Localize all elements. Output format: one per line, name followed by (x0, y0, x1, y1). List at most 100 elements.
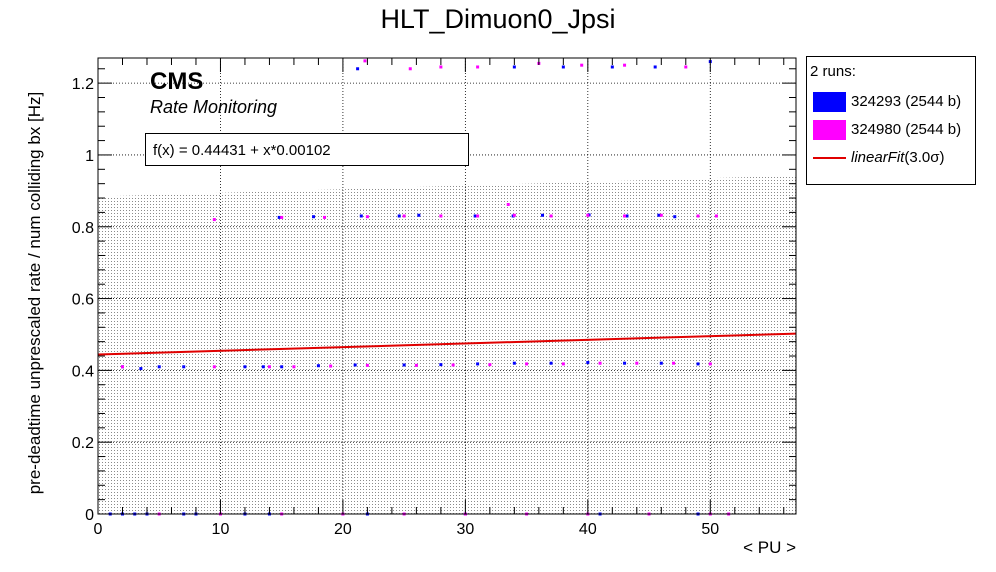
data-point-series-2 (714, 214, 718, 218)
data-point-series-1 (397, 214, 401, 218)
legend-swatch-run1 (813, 92, 846, 112)
x-tick-label: 50 (701, 521, 719, 538)
data-point-series-2 (212, 365, 216, 369)
data-point-series-2 (267, 365, 271, 369)
x-tick-label: 40 (579, 521, 597, 538)
data-point-series-2 (561, 362, 565, 366)
legend-label-run2: 324980 (2544 b) (851, 121, 962, 138)
data-point-series-1 (696, 362, 700, 366)
data-point-series-2 (623, 214, 627, 218)
legend: 2 runs: 324293 (2544 b) 324980 (2544 b) … (806, 56, 976, 185)
data-point-series-2 (292, 365, 296, 369)
plot-frame (97, 57, 797, 515)
data-point-series-2 (684, 65, 688, 69)
data-point-series-2 (623, 63, 627, 67)
x-axis-label: < PU > (743, 538, 796, 557)
data-point-series-1 (657, 213, 661, 217)
data-point-series-2 (120, 365, 124, 369)
data-point-series-2 (512, 213, 516, 217)
legend-item-fit: linearFit(3.0σ) (811, 145, 971, 171)
data-point-series-1 (512, 65, 516, 69)
data-point-series-1 (261, 365, 265, 369)
data-point-series-1 (625, 214, 629, 218)
fit-formula-box: f(x) = 0.44431 + x*0.00102 (145, 133, 469, 166)
data-point-series-2 (476, 65, 480, 69)
cms-label: CMS (150, 68, 204, 95)
data-point-series-1 (586, 360, 590, 364)
legend-header: 2 runs: (810, 63, 856, 80)
y-tick-label: 1.2 (72, 76, 94, 93)
data-point-series-1 (402, 363, 406, 367)
data-point-series-1 (512, 361, 516, 365)
data-point-series-1 (610, 65, 614, 69)
data-point-series-2 (402, 214, 406, 218)
data-point-series-1 (280, 365, 284, 369)
data-point-series-2 (598, 361, 602, 365)
data-point-series-1 (439, 363, 443, 367)
data-point-series-1 (476, 362, 480, 366)
data-point-series-2 (365, 215, 369, 219)
data-point-series-1 (561, 65, 565, 69)
data-point-series-1 (473, 214, 477, 218)
legend-item-run2: 324980 (2544 b) (811, 117, 971, 143)
data-point-series-1 (182, 365, 186, 369)
data-point-series-1 (359, 214, 363, 218)
data-point-series-2 (439, 214, 443, 218)
data-point-series-1 (623, 361, 627, 365)
legend-label-run1: 324293 (2544 b) (851, 93, 962, 110)
data-point-series-2 (329, 364, 333, 368)
data-point-series-2 (408, 67, 412, 71)
data-point-series-1 (549, 361, 553, 365)
data-point-series-1 (312, 215, 316, 219)
y-tick-label: 0.4 (72, 363, 94, 380)
data-point-series-2 (525, 362, 529, 366)
data-point-series-2 (280, 215, 284, 219)
x-tick-label: 20 (334, 521, 352, 538)
y-tick-label: 0.8 (72, 220, 94, 237)
data-point-series-2 (451, 363, 455, 367)
data-point-series-2 (414, 363, 418, 367)
legend-item-run1: 324293 (2544 b) (811, 89, 971, 115)
data-point-series-2 (580, 63, 584, 67)
data-point-series-2 (212, 218, 216, 222)
data-point-series-1 (653, 65, 657, 69)
data-point-series-2 (708, 362, 712, 366)
data-point-series-1 (659, 361, 663, 365)
rate-monitoring-label: Rate Monitoring (150, 97, 278, 117)
data-point-series-2 (323, 215, 327, 219)
x-tick-label: 10 (212, 521, 230, 538)
legend-swatch-run2 (813, 120, 846, 140)
fit-formula-text: f(x) = 0.44431 + x*0.00102 (153, 142, 331, 159)
fit-line (97, 332, 797, 356)
y-tick-label: 0.2 (72, 435, 94, 452)
data-point-series-1 (157, 365, 161, 369)
data-point-series-2 (586, 213, 590, 217)
data-point-series-2 (506, 202, 510, 206)
y-tick-label: 0.6 (72, 292, 94, 309)
data-point-series-1 (243, 365, 247, 369)
data-point-series-1 (316, 364, 320, 368)
data-point-series-2 (672, 361, 676, 365)
data-point-series-1 (139, 367, 143, 371)
fit-sigma: (3.0σ) (904, 149, 945, 166)
y-axis-label: pre-deadtime unprescaled rate / num coll… (25, 91, 44, 495)
data-point-series-2 (365, 363, 369, 367)
data-point-series-2 (439, 65, 443, 69)
data-point-series-2 (488, 363, 492, 367)
y-tick-label: 0 (85, 507, 94, 524)
data-point-series-2 (696, 214, 700, 218)
x-tick-label: 30 (456, 521, 474, 538)
data-point-series-1 (541, 213, 545, 217)
data-point-series-2 (363, 59, 367, 63)
data-point-series-1 (277, 215, 281, 219)
chart-title: HLT_Dimuon0_Jpsi (380, 4, 616, 34)
data-point-series-2 (476, 214, 480, 218)
data-point-series-2 (549, 214, 553, 218)
data-point-series-2 (659, 213, 663, 217)
data-point-series-1 (673, 215, 677, 219)
legend-label-fit: linearFit(3.0σ) (851, 149, 944, 166)
data-point-series-1 (417, 213, 421, 217)
data-point-series-2 (635, 361, 639, 365)
